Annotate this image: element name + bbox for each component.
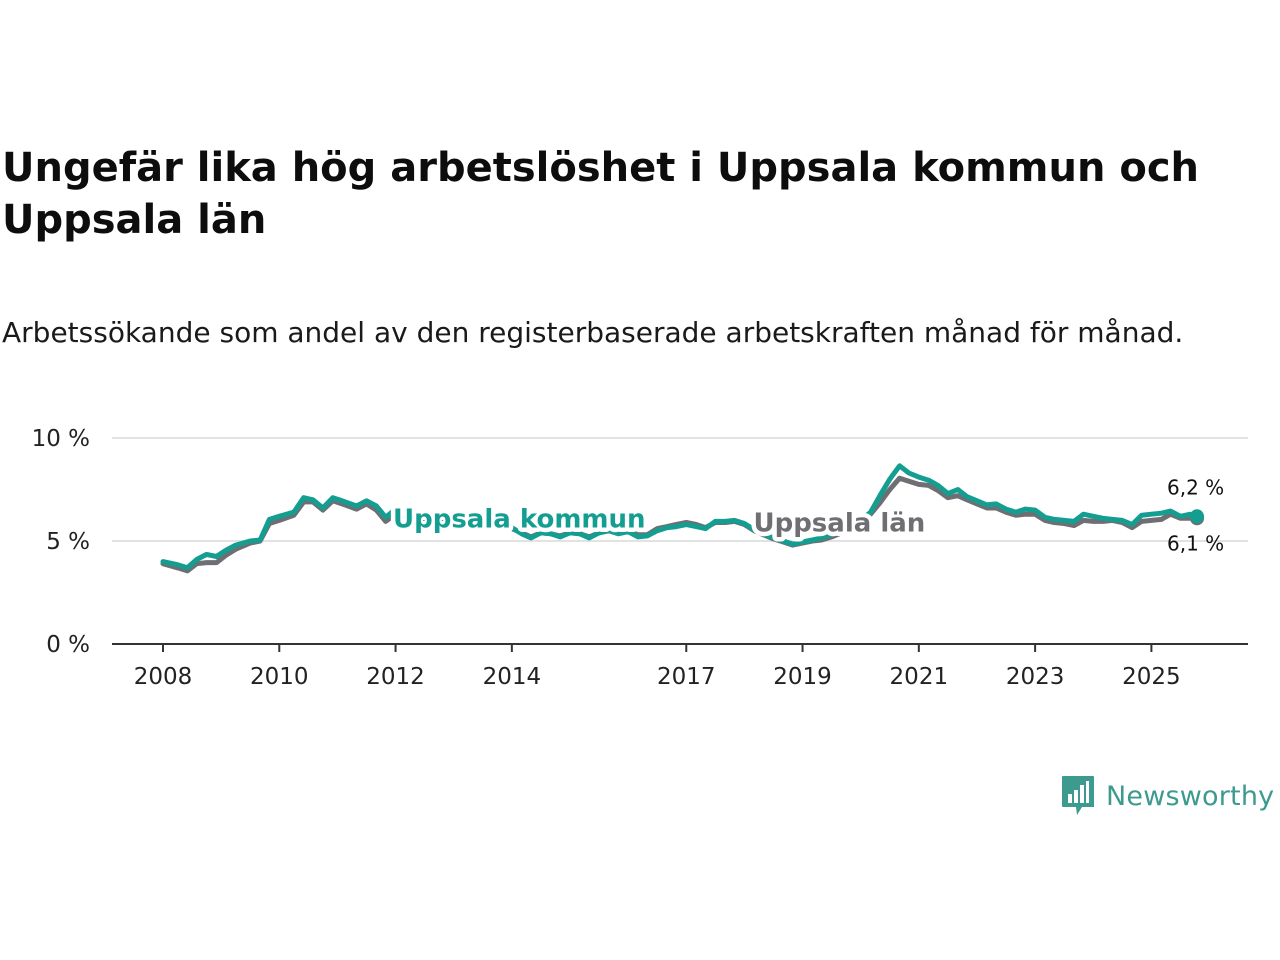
y-tick-label: 0 % [46,632,90,658]
x-tick-label: 2014 [483,664,542,690]
x-tick-label: 2017 [657,664,716,690]
axes: 0 % 5 % 10 % 2008 2010 2012 2014 2017 2019 2021 20… [32,426,1248,690]
end-label-uppsala-län: 6,1 % [1167,531,1224,555]
x-tick-label: 2021 [890,664,949,690]
x-tick-label: 2010 [250,664,309,690]
series-label-uppsala-län: Uppsala län [753,508,925,538]
x-tick-label: 2012 [366,664,425,690]
x-tick-label: 2023 [1006,664,1065,690]
chart-title: Ungefär lika hög arbetslöshet i Uppsala … [2,145,1200,243]
brand-name: Newsworthy [1106,780,1275,812]
newsworthy-brand[interactable]: Newsworthy [1060,774,1274,818]
series-lines [160,463,1198,574]
x-tick-label: 2019 [773,664,832,690]
series-line-uppsala-kommun [160,463,1198,571]
series-label-uppsala-kommun: Uppsala kommun [393,504,646,534]
x-tick-label: 2008 [134,664,193,690]
end-label-uppsala-kommun: 6,2 % [1167,475,1224,499]
newsworthy-logo-icon [1062,776,1094,815]
y-tick-label: 5 % [46,529,90,555]
chart-subtitle: Arbetssökande som andel av den registerb… [2,316,1184,349]
series-labels: 6,1 % 6,2 % Uppsala kommun Uppsala län [389,475,1225,555]
gridlines [112,437,1248,542]
y-tick-label: 10 % [32,426,90,452]
end-point-uppsala-kommun [1190,509,1204,524]
line-chart: 0 % 5 % 10 % 2008 2010 2012 2014 2017 2019 2021 20… [32,426,1248,690]
x-tick-label: 2025 [1122,664,1181,690]
